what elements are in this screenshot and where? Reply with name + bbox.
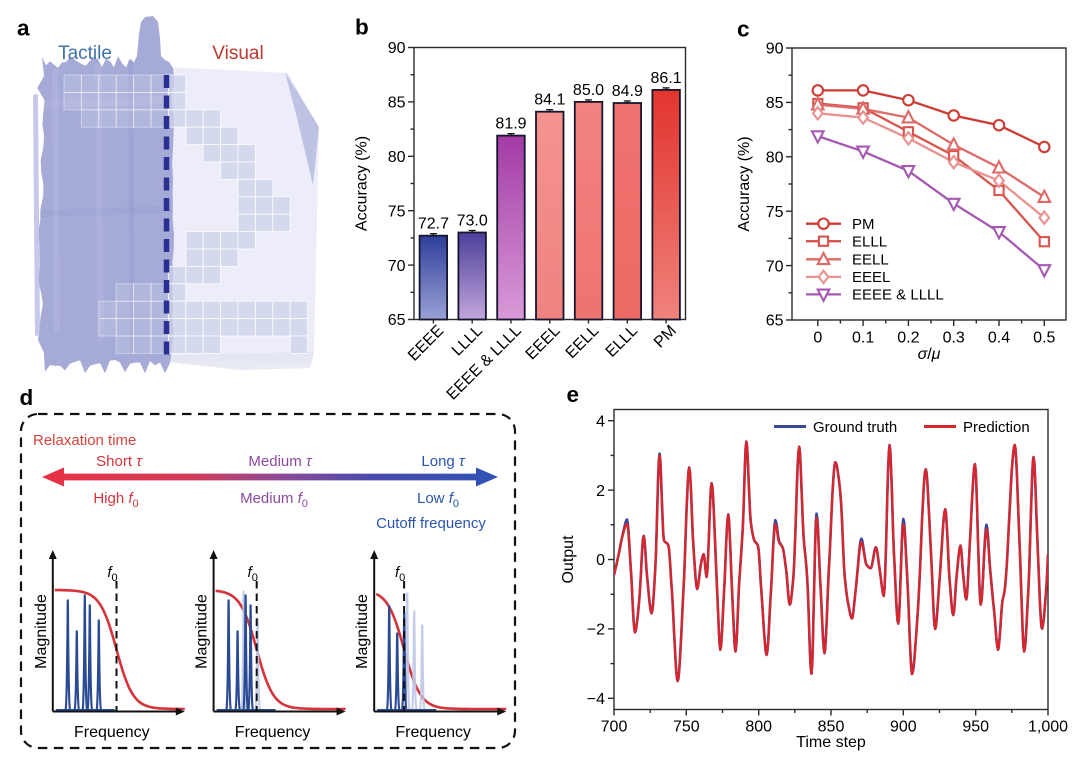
svg-text:0.2: 0.2: [897, 330, 919, 347]
svg-text:0: 0: [596, 552, 605, 569]
svg-text:Tactile: Tactile: [58, 43, 112, 64]
svg-text:900: 900: [890, 719, 917, 736]
svg-text:Magnitude: Magnitude: [354, 594, 371, 669]
svg-text:High f0: High f0: [93, 490, 138, 510]
svg-text:Ground truth: Ground truth: [813, 419, 897, 436]
svg-text:65: 65: [388, 312, 406, 329]
svg-text:Frequency: Frequency: [235, 724, 311, 741]
svg-text:EEEE & LLLL: EEEE & LLLL: [852, 287, 944, 304]
svg-text:EEEL: EEEL: [852, 269, 890, 286]
svg-text:84.9: 84.9: [612, 83, 643, 100]
svg-text:f0: f0: [107, 564, 117, 584]
svg-text:90: 90: [766, 41, 784, 58]
svg-text:Frequency: Frequency: [74, 724, 150, 741]
svg-text:Cutoff frequency: Cutoff frequency: [376, 515, 486, 532]
svg-text:PM: PM: [852, 216, 875, 233]
svg-text:80: 80: [766, 150, 784, 167]
svg-text:EELL: EELL: [852, 252, 889, 269]
svg-text:73.0: 73.0: [457, 213, 488, 230]
svg-text:0.5: 0.5: [1033, 330, 1055, 347]
svg-text:b: b: [355, 15, 369, 40]
svg-text:1,000: 1,000: [1028, 719, 1068, 736]
svg-text:0.1: 0.1: [852, 330, 874, 347]
svg-text:−4: −4: [587, 691, 605, 708]
svg-text:Low f0: Low f0: [417, 490, 459, 510]
svg-text:Prediction: Prediction: [963, 419, 1030, 436]
svg-text:Medium f0: Medium f0: [240, 490, 308, 510]
svg-text:4: 4: [596, 413, 605, 430]
svg-text:Long τ: Long τ: [421, 453, 466, 470]
svg-text:Relaxation time: Relaxation time: [33, 432, 136, 449]
svg-text:75: 75: [766, 204, 784, 221]
svg-text:70: 70: [766, 258, 784, 275]
svg-text:Accuracy (%): Accuracy (%): [354, 136, 371, 231]
svg-text:e: e: [567, 382, 580, 407]
svg-text:850: 850: [818, 719, 845, 736]
svg-text:72.7: 72.7: [418, 216, 449, 233]
svg-text:85: 85: [766, 95, 784, 112]
svg-text:70: 70: [388, 258, 406, 275]
svg-text:a: a: [17, 16, 30, 41]
svg-text:0.3: 0.3: [943, 330, 965, 347]
svg-text:0.4: 0.4: [988, 330, 1010, 347]
svg-text:c: c: [737, 17, 750, 42]
svg-text:f0: f0: [395, 564, 405, 584]
svg-text:Frequency: Frequency: [395, 724, 471, 741]
svg-text:75: 75: [388, 203, 406, 220]
svg-text:85.0: 85.0: [573, 82, 604, 99]
svg-text:84.1: 84.1: [534, 92, 565, 109]
svg-text:65: 65: [766, 313, 784, 330]
svg-text:Medium τ: Medium τ: [248, 453, 313, 470]
svg-text:Short τ: Short τ: [96, 453, 143, 470]
svg-text:90: 90: [388, 40, 406, 57]
svg-text:d: d: [20, 385, 34, 410]
svg-text:81.9: 81.9: [495, 116, 526, 133]
svg-text:Accuracy (%): Accuracy (%): [736, 136, 753, 231]
svg-text:f0: f0: [248, 564, 258, 584]
svg-text:Magnitude: Magnitude: [194, 594, 211, 669]
svg-text:2: 2: [596, 483, 605, 500]
svg-text:Output: Output: [560, 535, 577, 584]
svg-text:Visual: Visual: [212, 43, 263, 64]
svg-text:−2: −2: [587, 622, 605, 639]
svg-text:σ/μ: σ/μ: [918, 346, 941, 363]
svg-text:800: 800: [745, 719, 772, 736]
svg-text:80: 80: [388, 149, 406, 166]
svg-text:950: 950: [962, 719, 989, 736]
svg-text:0: 0: [813, 330, 822, 347]
svg-text:700: 700: [601, 719, 628, 736]
svg-text:85: 85: [388, 95, 406, 112]
svg-text:ELLL: ELLL: [852, 234, 887, 251]
svg-text:Time step: Time step: [796, 734, 866, 751]
svg-text:86.1: 86.1: [651, 70, 682, 87]
svg-text:Magnitude: Magnitude: [33, 594, 50, 669]
svg-text:750: 750: [673, 719, 700, 736]
